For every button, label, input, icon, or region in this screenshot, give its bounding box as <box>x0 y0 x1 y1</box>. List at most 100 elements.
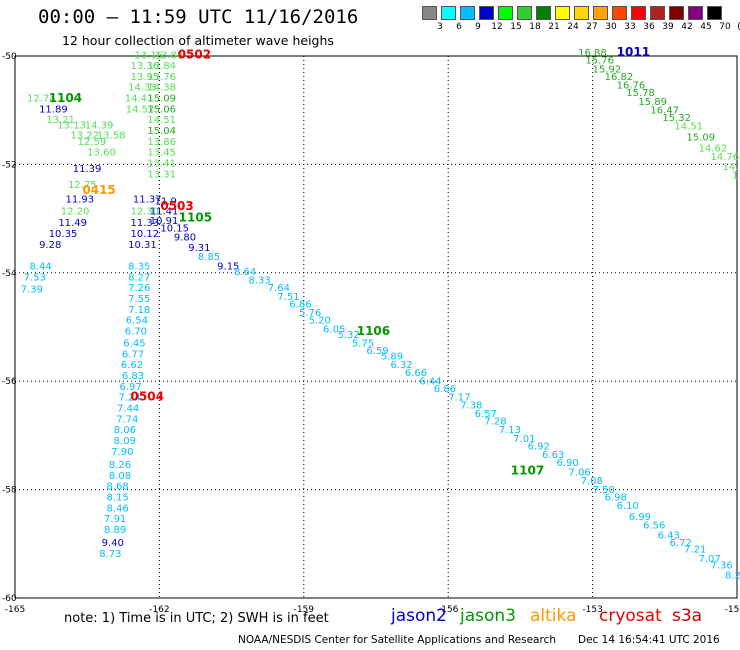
scale-swatch <box>688 6 703 20</box>
swh-value-label: 9.31 <box>188 243 210 254</box>
swh-value-label: 6.59 <box>366 346 388 357</box>
swh-value-label: 12.75 <box>68 180 97 191</box>
x-tick-label: -159 <box>294 605 315 615</box>
scale-label: 30 <box>605 22 617 32</box>
swh-value-label: 6.45 <box>123 339 145 350</box>
footer: NOAA/NESDIS Center for Satellite Applica… <box>238 634 740 646</box>
swh-value-label: 13.95 <box>131 72 160 83</box>
scale-swatch <box>707 6 722 20</box>
swh-value-label: 13.45 <box>147 148 176 159</box>
swh-value-label: 7.90 <box>111 447 133 458</box>
swh-value-label: 7.74 <box>116 414 138 425</box>
scale-label: 33 <box>624 22 636 32</box>
swh-value-label: 11.9 <box>155 197 177 208</box>
swh-value-label: 6.44 <box>419 376 441 387</box>
x-tick-label: -15 <box>725 605 740 615</box>
scale-swatch <box>555 6 570 20</box>
chart-title: 00:00 – 11:59 UTC 11/16/2016 <box>38 6 359 28</box>
swh-value-label: 10.35 <box>49 229 78 240</box>
chart-subtitle: 12 hour collection of altimeter wave hei… <box>62 33 334 48</box>
swh-value-label: 14.62 <box>698 143 727 154</box>
swh-value-label: 6.99 <box>629 512 651 523</box>
legend-s3a: s3a <box>672 606 703 626</box>
y-tick-label: -60 <box>2 594 17 604</box>
pass-time-label: 1011 <box>617 45 650 59</box>
swh-value-label: 7.13 <box>499 425 521 436</box>
pass-time-label: 1106 <box>357 324 390 338</box>
x-tick-label: -162 <box>149 605 169 615</box>
scale-swatch <box>460 6 475 20</box>
swh-value-label: 8.26 <box>109 460 131 471</box>
swh-value-label: 7.17 <box>448 393 470 404</box>
swh-value-label: 9.80 <box>174 232 196 243</box>
swh-value-label: 7.21 <box>684 544 706 555</box>
swh-value-label: 8.15 <box>106 492 128 503</box>
swh-value-label: 15.76 <box>585 56 614 67</box>
swh-value-label: 14.39 <box>85 121 114 132</box>
swh-value-label: 6.98 <box>605 492 627 503</box>
swh-value-label: 5.76 <box>299 308 321 319</box>
swh-value-label: 15.09 <box>686 133 715 144</box>
scale-label: 3 <box>437 22 443 32</box>
plot-frame <box>14 55 738 599</box>
swh-value-label: 11.33 <box>131 218 160 229</box>
y-tick-label: -54 <box>2 269 17 279</box>
swh-value-label: 5.32 <box>337 330 359 341</box>
swh-value-label: 8.85 <box>198 252 220 263</box>
swh-value-label: 7.44 <box>117 404 139 415</box>
swh-value-label: 15.09 <box>147 94 176 105</box>
swh-value-label: 13.13 <box>57 121 86 132</box>
legend-cryosat: cryosat <box>599 606 662 626</box>
legend-note: note: 1) Time is in UTC; 2) SWH is in fe… <box>64 611 329 626</box>
swh-value-label: 6.05 <box>323 324 345 335</box>
x-tick-label: -165 <box>5 605 25 615</box>
swh-value-label: 8.08 <box>109 471 131 482</box>
swh-value-label: 13.84 <box>147 61 176 72</box>
pass-time-label: 1107 <box>511 463 544 477</box>
swh-value-label: 7.18 <box>128 305 150 316</box>
swh-value-label: 7.26 <box>128 283 150 294</box>
swh-value-label: 13.58 <box>97 130 126 141</box>
legend-jason2: jason2 <box>391 606 447 626</box>
swh-value-label: 6.86 <box>289 299 311 310</box>
swh-value-label: 6.66 <box>405 368 427 379</box>
swh-value-label: 6.77 <box>122 349 144 360</box>
swh-value-label: 13.16 <box>134 51 163 62</box>
swh-value-label: 14.57 <box>126 104 155 115</box>
swh-value-label: 16.76 <box>617 81 646 92</box>
swh-value-label: 6.10 <box>617 501 639 512</box>
swh-value-label: 13.22 <box>70 130 99 141</box>
swh-value-label: 7.01 <box>513 434 535 445</box>
swh-value-label: 5.20 <box>309 316 331 327</box>
swh-value-label: 6.70 <box>125 327 147 338</box>
legend-altika: altika <box>530 606 577 626</box>
swh-value-label: 8.09 <box>114 436 136 447</box>
swh-value-label: 11.39 <box>73 164 102 175</box>
swh-value-label: 10.12 <box>131 229 160 240</box>
scale-swatch <box>441 6 456 20</box>
swh-value-label: 6.72 <box>670 538 692 549</box>
footer-source: NOAA/NESDIS Center for Satellite Applica… <box>238 634 556 646</box>
swh-value-label: 16.88 <box>578 48 607 59</box>
legend-jason3: jason3 <box>460 606 516 626</box>
scale-label: 18 <box>529 22 541 32</box>
swh-value-label: 6.63 <box>542 450 564 461</box>
swh-value-label: 11.93 <box>66 194 95 205</box>
pass-time-label: 0504 <box>131 390 164 404</box>
swh-value-label: 7.38 <box>460 400 482 411</box>
swh-value-label: 12.30 <box>131 206 160 217</box>
swh-value-label: 9.28 <box>39 240 61 251</box>
swh-value-label: 13.21 <box>46 115 75 126</box>
swh-value-label: 13.33 <box>732 170 740 181</box>
scale-swatch <box>650 6 665 20</box>
swh-value-label: 12.74 <box>27 94 56 105</box>
scale-swatch <box>498 6 513 20</box>
swh-value-label: 13.41 <box>147 159 176 170</box>
scale-swatch <box>574 6 589 20</box>
y-tick-label: -58 <box>2 486 17 496</box>
swh-value-label: 10.31 <box>128 240 157 251</box>
scale-label: 39 <box>662 22 674 32</box>
swh-value-label: 14.51 <box>147 115 176 126</box>
swh-value-label: 8.68 <box>106 482 128 493</box>
